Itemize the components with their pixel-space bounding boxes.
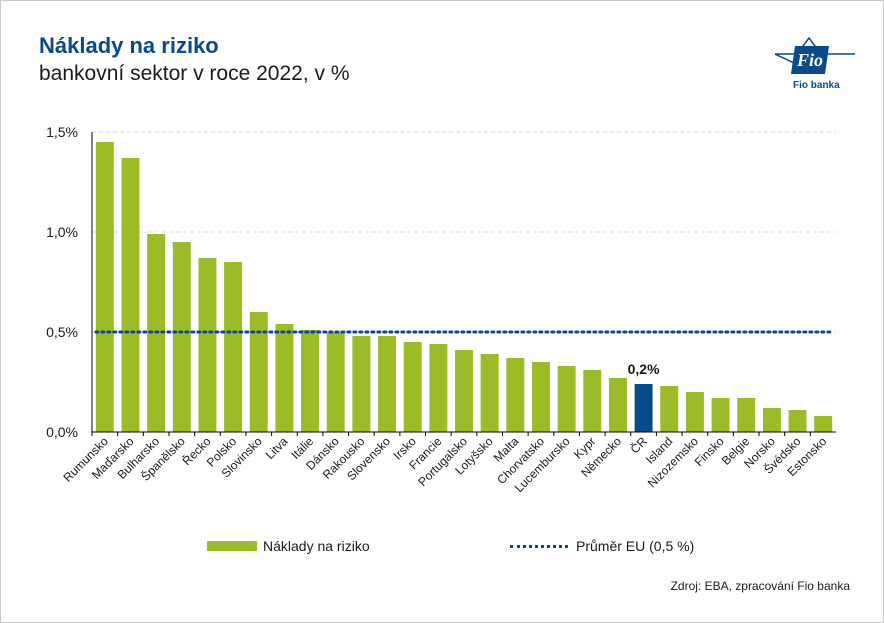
y-tick-label: 0,0% [46, 424, 78, 440]
bar-0 [95, 142, 114, 432]
bar-19 [583, 370, 602, 432]
bar-16 [506, 358, 525, 432]
legend-label-bars: Náklady na riziko [263, 538, 370, 554]
x-tick-label: Litva [263, 434, 291, 462]
chart-subtitle: bankovní sektor v roce 2022, v % [39, 62, 350, 85]
legend-swatch-bar [207, 541, 257, 551]
chart-title: Náklady na riziko [39, 33, 219, 58]
legend-swatch-dotted-line [510, 544, 568, 548]
bar-13 [429, 344, 448, 432]
bar-17 [531, 362, 550, 432]
bar-11 [378, 336, 397, 432]
bar-10 [352, 336, 371, 432]
bar-28 [814, 416, 833, 432]
bar-20 [608, 378, 627, 432]
x-tick-label: Finsko [692, 434, 727, 469]
bar-22 [660, 386, 679, 432]
bar-9 [326, 332, 345, 432]
y-tick-label: 0,5% [46, 324, 78, 340]
bar-25 [737, 398, 756, 432]
bar-26 [762, 408, 781, 432]
bar-12 [403, 342, 422, 432]
bar-5 [224, 262, 243, 432]
legend: Náklady na riziko Průměr EU (0,5 %) [0, 538, 884, 558]
bar-18 [557, 366, 576, 432]
legend-item-bars: Náklady na riziko [207, 538, 370, 554]
fio-logo-icon: Fio [775, 36, 855, 74]
bar-27 [788, 410, 807, 432]
bar-14 [455, 350, 473, 432]
bar-8 [301, 330, 320, 432]
y-tick-label: 1,5% [46, 124, 78, 140]
bar-3 [172, 242, 191, 432]
bar-23 [685, 392, 704, 432]
bar-21 [634, 384, 653, 432]
bar-1 [121, 158, 140, 432]
legend-label-average: Průměr EU (0,5 %) [576, 538, 695, 554]
bar-6 [249, 312, 268, 432]
bar-7 [275, 324, 294, 432]
legend-item-average: Průměr EU (0,5 %) [510, 538, 694, 554]
bar-24 [711, 398, 730, 432]
logo-text: Fio banka [793, 80, 840, 91]
logo-mark: Fio [796, 50, 823, 70]
source-note: Zdroj: EBA, zpracování Fio banka [670, 579, 850, 593]
bar-15 [480, 354, 499, 432]
bar-4 [198, 258, 217, 432]
y-tick-label: 1,0% [46, 224, 78, 240]
highlight-data-label: 0,2% [628, 361, 660, 377]
